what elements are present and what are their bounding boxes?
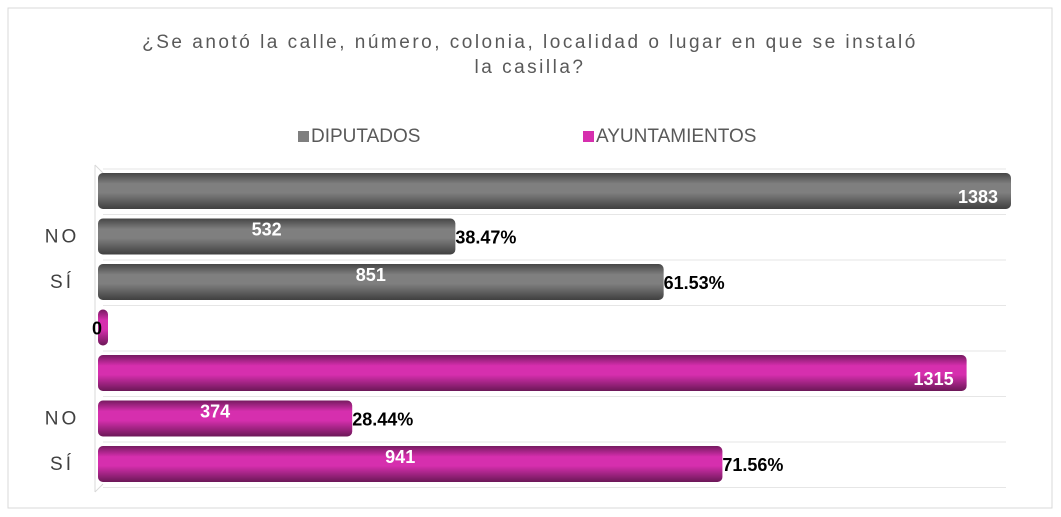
bar-shade — [98, 355, 967, 391]
percent-label: 71.56% — [722, 455, 783, 475]
legend-swatch — [298, 131, 309, 142]
bar-shade — [98, 264, 664, 300]
percent-label: 38.47% — [455, 227, 516, 247]
wall — [94, 164, 104, 174]
y-tick-label: SÍ — [50, 272, 74, 293]
percent-label: 28.44% — [352, 409, 413, 429]
bar-shade — [98, 309, 108, 346]
data-label: 532 — [252, 219, 282, 239]
bar-shade — [98, 446, 723, 482]
y-tick-label: NO — [45, 409, 80, 430]
percent-label: 61.53% — [664, 273, 725, 293]
legend-label: DIPUTADOS — [311, 126, 420, 147]
bar-shade — [98, 173, 1011, 209]
data-label: 0 — [92, 318, 102, 338]
data-label: 1315 — [914, 369, 954, 389]
legend-swatch — [583, 131, 594, 142]
bar-shade — [98, 218, 456, 255]
data-label: 851 — [356, 265, 386, 285]
data-label: 374 — [200, 401, 230, 421]
data-label: 941 — [385, 447, 415, 467]
y-tick-label: SÍ — [50, 454, 74, 475]
bar-shade — [98, 400, 353, 437]
wall — [94, 483, 104, 493]
data-label: 1383 — [958, 187, 998, 207]
y-tick-label: NO — [45, 227, 80, 248]
chart-title: ¿Se anotó la calle, número, colonia, loc… — [142, 32, 918, 78]
legend-label: AYUNTAMIENTOS — [596, 126, 756, 147]
